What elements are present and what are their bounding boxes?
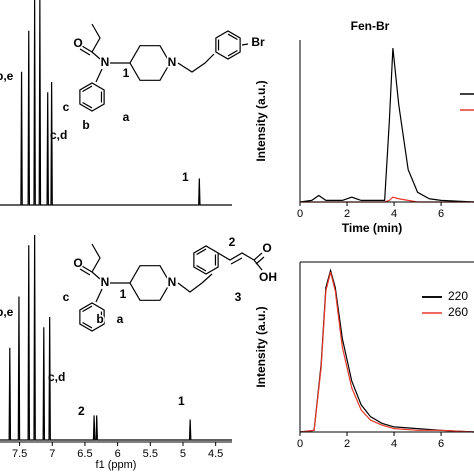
chart-title: Fen-Br <box>351 19 390 33</box>
atom-label: 2 <box>229 235 236 249</box>
peak-label: c,d <box>48 370 65 384</box>
atom-label: b <box>96 312 103 326</box>
series-line <box>0 234 232 441</box>
bond <box>95 288 103 303</box>
bond <box>177 273 213 293</box>
peak-label: b,e <box>0 69 14 83</box>
x-tick-label: 0 <box>297 208 303 220</box>
atom-label: c <box>63 100 70 114</box>
double-bond <box>227 33 238 41</box>
plot <box>300 268 474 433</box>
atom-label: N <box>101 55 110 69</box>
bond <box>217 252 255 261</box>
double-bond <box>82 321 93 329</box>
bond <box>91 243 101 280</box>
ring <box>129 45 171 81</box>
atom-label: 1 <box>120 287 127 301</box>
x-tick-label: 7 <box>49 448 55 460</box>
double-bond <box>82 101 93 109</box>
x-tick-label: 2 <box>344 208 350 220</box>
plot <box>0 234 232 441</box>
peak-label: 2 <box>78 404 85 418</box>
x-tick-label: 4 <box>391 438 397 450</box>
x-tick-label: 5.5 <box>143 448 158 460</box>
double-bond <box>82 305 93 313</box>
double-bond <box>196 264 207 272</box>
x-tick-label: 6 <box>438 208 444 220</box>
peak-label: 1 <box>178 394 185 408</box>
x-axis-title: f1 (ppm) <box>96 459 137 471</box>
double-bond <box>227 49 238 57</box>
atom-label: N <box>168 55 177 69</box>
bond <box>81 265 93 273</box>
atom-label: O <box>262 241 271 255</box>
x-axis-title: Time (min) <box>342 221 402 235</box>
atom-label: b <box>82 118 89 132</box>
atom-label: O <box>73 256 82 270</box>
x-tick-label: 4 <box>391 208 397 220</box>
double-bond <box>82 85 93 93</box>
series-line <box>300 48 474 203</box>
x-tick-label: 4.5 <box>208 448 223 460</box>
x-tick-label: 6.5 <box>77 448 92 460</box>
bond <box>81 45 93 53</box>
bond <box>177 53 215 73</box>
series-line <box>0 0 232 206</box>
bond <box>253 259 263 271</box>
x-tick-label: 2 <box>344 438 350 450</box>
ring <box>215 30 241 60</box>
atom-label: 1 <box>123 66 130 80</box>
bond <box>253 252 263 261</box>
atom-label: N <box>168 275 177 289</box>
legend-label: 220 <box>448 289 468 303</box>
atom-label: a <box>117 312 124 326</box>
atom-label: O <box>73 36 82 50</box>
bond <box>91 23 101 60</box>
series-line <box>300 272 474 433</box>
bond <box>230 257 243 265</box>
x-tick-label: 7.5 <box>12 448 27 460</box>
bond <box>241 43 249 46</box>
y-axis-title: Intensity (a.u.) <box>254 306 268 387</box>
bond <box>95 68 103 83</box>
plot <box>0 0 232 206</box>
plot <box>300 48 474 203</box>
atom-label: OH <box>259 270 277 284</box>
peak-label: b,e <box>0 305 14 319</box>
peak-label: 1 <box>182 170 189 184</box>
structures <box>79 23 265 332</box>
bond <box>79 268 91 276</box>
x-tick-label: 6 <box>115 448 121 460</box>
x-tick-label: 6 <box>438 438 444 450</box>
bond <box>79 48 91 56</box>
x-tick-label: 5 <box>180 448 186 460</box>
atom-label: Br <box>251 35 265 49</box>
x-tick-label: 0 <box>297 438 303 450</box>
atom-label: 3 <box>235 290 242 304</box>
atom-label: a <box>123 110 130 124</box>
legend-label: 260 <box>448 305 468 319</box>
atom-label: N <box>101 275 110 289</box>
bond <box>255 256 265 265</box>
ring <box>129 265 171 301</box>
y-axis-title: Intensity (a.u.) <box>254 80 268 161</box>
ring <box>193 245 219 275</box>
atom-label: c <box>63 290 70 304</box>
ring <box>79 302 105 332</box>
double-bond <box>196 248 207 256</box>
peak-label: c,d <box>50 128 67 142</box>
ring <box>79 82 105 112</box>
